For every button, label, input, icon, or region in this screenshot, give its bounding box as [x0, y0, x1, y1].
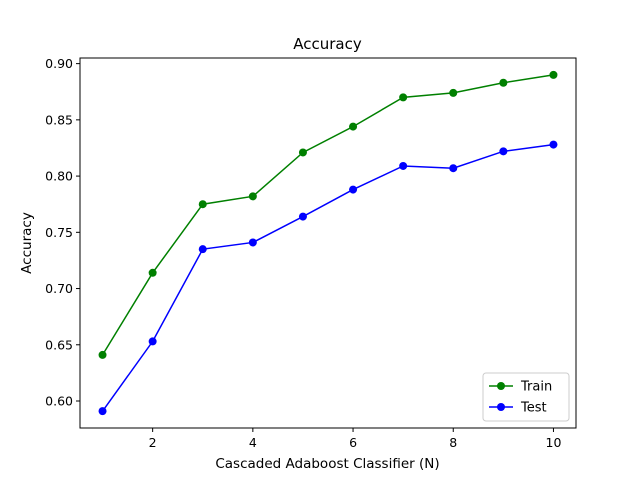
y-tick-label: 0.65 [45, 337, 73, 352]
train-data-point [549, 70, 558, 79]
test-series-line [101, 143, 554, 412]
test-data-point [449, 164, 458, 173]
train-data-point [349, 122, 358, 131]
x-tick-label: 4 [249, 435, 257, 450]
y-tick-label: 0.75 [45, 225, 73, 240]
legend-test-marker [497, 403, 505, 411]
train-data-point [449, 88, 458, 97]
x-tick-label: 10 [546, 435, 562, 450]
train-data-point [248, 192, 257, 201]
train-data-point [399, 93, 408, 102]
test-data-point [98, 407, 107, 416]
test-data-point [499, 147, 508, 156]
chart-title: Accuracy [293, 35, 362, 53]
y-tick-label: 0.90 [45, 56, 73, 71]
series-layer [98, 70, 558, 416]
y-tick-label: 0.70 [45, 281, 73, 296]
y-axis: 0.60 0.65 0.70 0.75 0.80 0.85 0.90 [45, 56, 80, 409]
train-data-point [298, 148, 307, 157]
y-tick-label: 0.80 [45, 169, 73, 184]
test-data-point [198, 245, 207, 254]
x-tick-label: 6 [349, 435, 357, 450]
train-data-point [98, 350, 107, 359]
y-axis-label: Accuracy [19, 212, 35, 274]
y-tick-label: 0.60 [45, 394, 73, 409]
test-data-point [549, 140, 558, 149]
test-data-point [399, 161, 408, 170]
train-data-point [148, 268, 157, 277]
x-tick-label: 8 [449, 435, 457, 450]
x-axis-label: Cascaded Adaboost Classifier (N) [215, 456, 439, 472]
legend-test-label: Test [520, 401, 547, 416]
legend-train-label: Train [520, 380, 552, 395]
test-data-point [248, 238, 257, 247]
test-data-point [148, 337, 157, 346]
y-tick-label: 0.85 [45, 112, 73, 127]
train-series-line [101, 74, 554, 356]
train-data-point [198, 200, 207, 209]
test-data-point [349, 185, 358, 194]
x-tick-label: 2 [149, 435, 157, 450]
legend-train-marker [497, 382, 505, 390]
legend: Train Test [482, 372, 570, 422]
x-axis: 2 4 6 8 10 [149, 428, 562, 450]
test-data-point [298, 212, 307, 221]
train-data-point [499, 78, 508, 87]
plot-area [79, 57, 577, 429]
